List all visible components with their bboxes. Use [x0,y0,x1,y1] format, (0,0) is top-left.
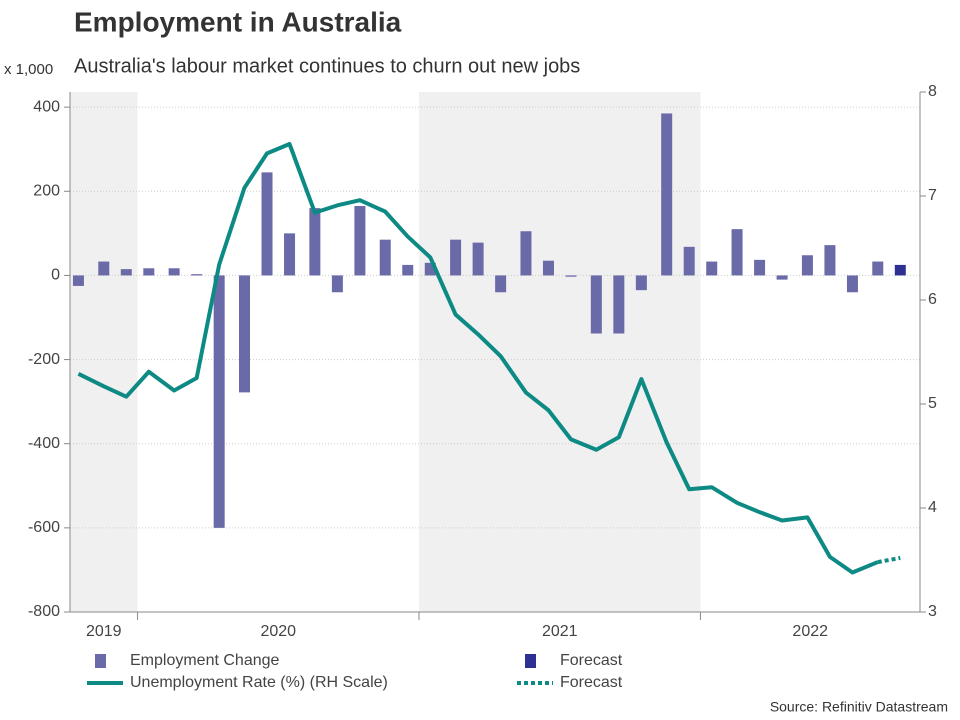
bar [120,269,132,276]
bar [661,113,673,276]
legend-swatch [525,654,536,668]
bar [872,261,884,276]
bar [846,275,858,293]
y-tick-label: 200 [33,183,60,200]
legend-label: Employment Change [130,652,280,669]
x-tick-label: 2021 [542,623,578,640]
source: Source: Refinitiv Datastream [770,699,948,715]
legend-label: Forecast [560,674,623,691]
shaded-period [419,92,701,612]
y-tick-label: -200 [28,351,60,368]
bar [776,275,788,280]
bar [168,268,180,276]
legend-label: Forecast [560,652,623,669]
y2-tick-label: 7 [928,187,937,204]
bar [472,242,484,276]
bar [565,275,577,277]
bar [331,275,343,293]
bar [824,245,836,276]
bar [143,268,155,276]
y2-tick-label: 4 [928,499,937,516]
line [77,142,879,575]
x-tick-label: 2022 [792,623,828,640]
y-tick-label: 0 [51,267,60,284]
x-tick-label: 2020 [260,623,296,640]
y-tick-label: -400 [28,435,60,452]
bar [424,262,436,276]
bar [542,260,554,276]
y-tick-label: -800 [28,603,60,620]
y2-tick-label: 8 [928,83,937,100]
bar [520,231,532,276]
shaded-period [70,92,138,612]
bar [379,239,391,276]
line [877,555,901,565]
bar [261,172,273,276]
bar [284,233,296,276]
y2-tick-label: 3 [928,603,937,620]
y-tick-label: -600 [28,519,60,536]
y2-tick-label: 5 [928,395,937,412]
bar [495,275,507,293]
bar [731,229,743,276]
chart-title: Employment in Australia [74,6,402,37]
bar [402,264,414,276]
x-tick-label: 2019 [86,623,122,640]
bar [354,206,366,276]
bar [450,239,462,276]
bar [98,261,110,276]
y-unit-label: x 1,000 [4,61,53,78]
bar [239,275,251,393]
bar [635,275,647,291]
bar [191,274,203,276]
legend-swatch [95,654,106,668]
legend-label: Unemployment Rate (%) (RH Scale) [130,674,388,691]
bar [213,275,225,528]
bar [801,255,813,276]
bar [754,259,766,276]
y2-tick-label: 6 [928,291,937,308]
chart-subtitle: Australia's labour market continues to c… [74,55,580,77]
bar [590,275,602,334]
bar [894,264,906,276]
bar [613,275,625,334]
bar [706,261,718,276]
bar [683,246,695,276]
bar [72,275,84,286]
bar [309,208,321,276]
y-tick-label: 400 [33,98,60,115]
